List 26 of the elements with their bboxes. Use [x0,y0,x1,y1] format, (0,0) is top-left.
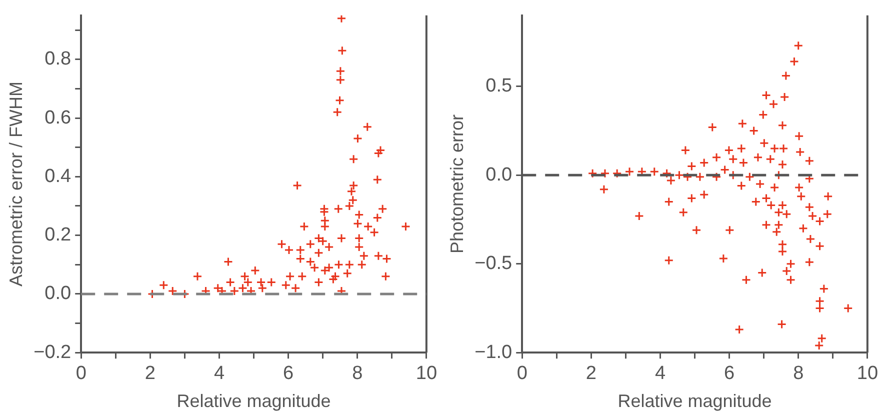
x-axis-title: Relative magnitude [618,391,772,412]
x-tick-label: 0 [76,363,86,384]
x-tick-label: 0 [516,363,528,384]
x-tick-label: 8 [793,363,804,384]
y-tick-label: 0.0 [486,164,512,186]
y-tick-label: 0.2 [44,224,72,246]
x-tick-label: 4 [654,363,666,384]
x-tick-label: 6 [724,363,735,384]
y-tick-label: −0.2 [34,342,72,363]
x-tick-label: 10 [856,363,878,384]
y-tick-label: 0.0 [44,283,72,304]
y-axis-title: Photometric error [446,114,467,254]
y-tick-label: 0.5 [486,76,512,97]
y-tick-label: −0.5 [474,253,512,274]
y-tick-label: 0.4 [44,166,72,187]
y-axis-title: Astrometric error / FWHM [6,82,26,286]
x-tick-label: 4 [214,363,225,384]
x-tick-label: 8 [352,363,363,384]
x-tick-label: 10 [416,363,438,384]
x-tick-label: 2 [586,363,596,384]
y-tick-label: −1.0 [474,342,512,363]
x-axis-title: Relative magnitude [176,391,331,412]
x-tick-label: 2 [144,363,156,384]
x-tick-label: 6 [283,363,294,384]
y-tick-label: 0.6 [44,107,72,128]
y-tick-label: 0.8 [44,48,72,70]
